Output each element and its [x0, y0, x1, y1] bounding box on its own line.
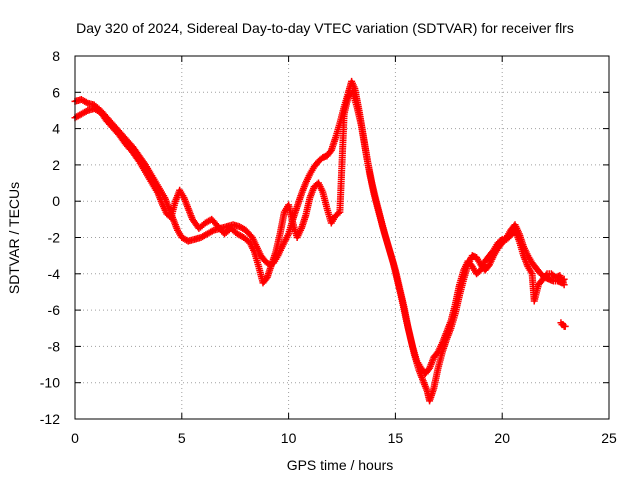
plot-frame [74, 55, 610, 420]
y-tick-label: -12 [40, 411, 60, 427]
y-tick-label: 6 [52, 84, 60, 100]
y-tick-label: -8 [48, 338, 61, 354]
chart-title: Day 320 of 2024, Sidereal Day-to-day VTE… [76, 20, 574, 36]
series-tail-segment [557, 319, 569, 330]
y-tick-label: 0 [52, 193, 60, 209]
y-tick-label: -2 [48, 230, 61, 246]
y-tick-label: 4 [52, 121, 60, 137]
x-axis-label: GPS time / hours [287, 457, 394, 473]
x-tick-label: 0 [71, 430, 79, 446]
data-point [542, 271, 550, 279]
series-track-b [71, 88, 568, 378]
x-tick-label: 25 [601, 430, 617, 446]
x-tick-label: 10 [281, 430, 297, 446]
y-tick-label: -10 [40, 375, 60, 391]
y-tick-label: -4 [48, 266, 61, 282]
data-points [71, 77, 569, 405]
x-tick-label: 20 [494, 430, 510, 446]
y-tick-label: -6 [48, 302, 61, 318]
tick-labels: 0 5 10 15 20 25 -12 -10 -8 -6 -4 -2 0 2 4 6 8 [40, 48, 617, 446]
x-tick-label: 15 [388, 430, 404, 446]
x-tick-label: 5 [178, 430, 186, 446]
data-point [561, 322, 569, 330]
data-point [334, 209, 342, 217]
data-point [560, 281, 568, 289]
y-tick-label: 2 [52, 157, 60, 173]
y-axis-label: SDTVAR / TECUs [6, 182, 22, 294]
y-tick-label: 8 [52, 48, 60, 64]
data-point [497, 237, 505, 245]
